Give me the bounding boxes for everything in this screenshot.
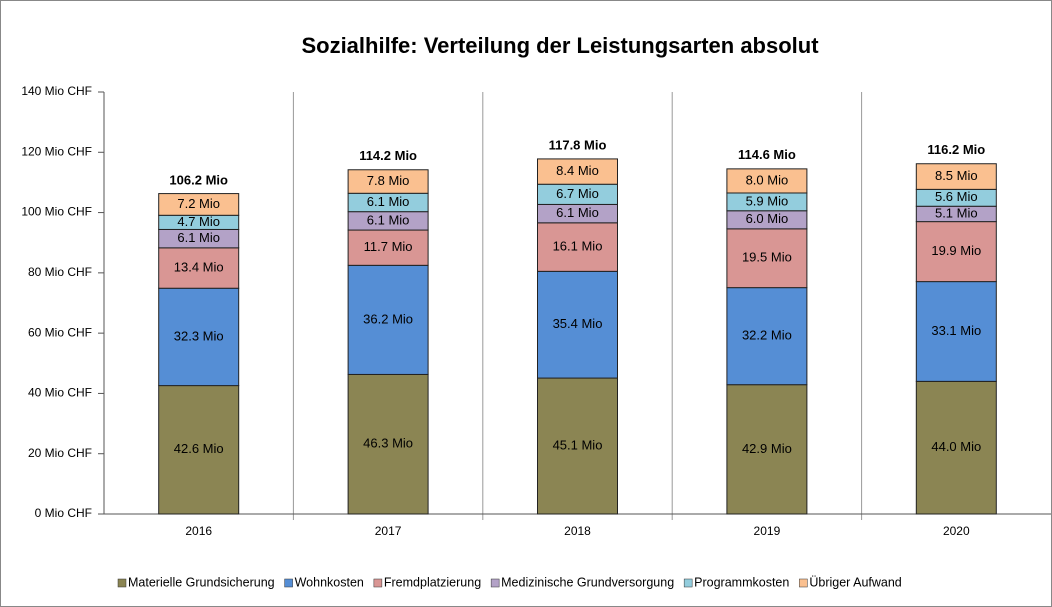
total-label: 106.2 Mio [169,172,228,187]
x-tick-label: 2020 [943,524,970,538]
legend-swatch [284,578,293,588]
y-tick-label: 60 Mio CHF [28,325,92,339]
value-label: 8.5 Mio [935,168,978,183]
bar-segment [537,270,618,379]
legend-swatch [373,578,383,588]
y-tick-label: 0 Mio CHF [35,506,92,520]
total-label: 114.6 Mio [738,147,796,162]
legend-label: Programmkosten [694,575,789,589]
value-label: 42.9 Mio [742,441,792,456]
total-label: 114.2 Mio [359,148,417,163]
bar-segment [915,281,997,382]
y-tick-label: 100 Mio CHF [21,205,92,219]
bar-segment [537,158,618,185]
x-tick-label: 2018 [564,524,591,538]
total-label: 117.8 Mio [549,137,607,152]
value-label: 7.8 Mio [367,173,410,188]
value-label: 8.0 Mio [746,172,789,187]
x-tick-label: 2016 [185,524,212,538]
y-tick-label: 140 Mio CHF [21,84,92,98]
value-label: 5.1 Mio [935,205,978,220]
bar-segment [347,229,429,266]
bar-segment [726,228,808,289]
bar-segment [158,247,240,289]
value-label: 6.7 Mio [556,186,599,201]
value-label: 5.6 Mio [935,189,978,204]
legend-label: Materielle Grundsicherung [128,575,275,589]
bar-segment [915,380,997,515]
bar-segment [158,385,240,515]
bar-segment [537,377,618,515]
legend-swatch [490,578,500,588]
value-label: 42.6 Mio [174,441,224,456]
bar-segment [158,287,240,387]
legend-label: Übriger Aufwand [809,575,901,589]
chart-title: Sozialhilfe: Verteilung der Leistungsart… [301,33,819,58]
bar-segment [726,287,808,386]
value-label: 32.3 Mio [174,328,224,343]
value-label: 19.5 Mio [742,250,792,265]
value-label: 6.0 Mio [746,211,789,226]
value-label: 6.1 Mio [367,212,410,227]
value-label: 8.4 Mio [556,163,599,178]
value-label: 16.1 Mio [553,239,603,254]
value-label: 33.1 Mio [931,323,981,338]
value-label: 36.2 Mio [363,311,413,326]
value-label: 5.9 Mio [746,193,789,208]
value-label: 44.0 Mio [931,439,981,454]
bar-segment [537,222,618,272]
legend-swatch [117,578,127,588]
value-label: 45.1 Mio [553,437,603,452]
legend-label: Medizinische Grundversorgung [501,575,674,589]
y-tick-label: 120 Mio CHF [21,144,92,158]
value-label: 19.9 Mio [931,243,981,258]
x-tick-label: 2019 [754,524,781,538]
bar-segment [347,169,429,194]
value-label: 13.4 Mio [174,259,224,274]
bar-segment [726,384,808,515]
bar-segment [915,221,997,283]
legend-swatch [683,578,693,588]
value-label: 35.4 Mio [553,316,603,331]
value-label: 46.3 Mio [363,436,413,451]
value-label: 6.1 Mio [367,194,410,209]
value-label: 7.2 Mio [177,196,220,211]
bar-segment [726,168,808,194]
legend-swatch [799,578,808,588]
bar-segment [158,193,240,216]
value-label: 11.7 Mio [364,239,413,254]
value-label: 32.2 Mio [742,328,792,343]
legend-label: Wohnkosten [295,575,364,589]
value-label: 6.1 Mio [556,205,599,220]
legend-label: Fremdplatzierung [384,575,481,589]
bar-segment [347,373,429,515]
y-tick-label: 20 Mio CHF [28,446,92,460]
x-tick-label: 2017 [375,524,402,538]
bar-segment [915,163,997,190]
y-tick-label: 80 Mio CHF [28,265,92,279]
bar-segment [347,264,429,375]
value-label: 4.7 Mio [177,214,220,229]
total-label: 116.2 Mio [927,142,985,157]
y-tick-label: 40 Mio CHF [28,386,92,400]
value-label: 6.1 Mio [177,230,220,245]
